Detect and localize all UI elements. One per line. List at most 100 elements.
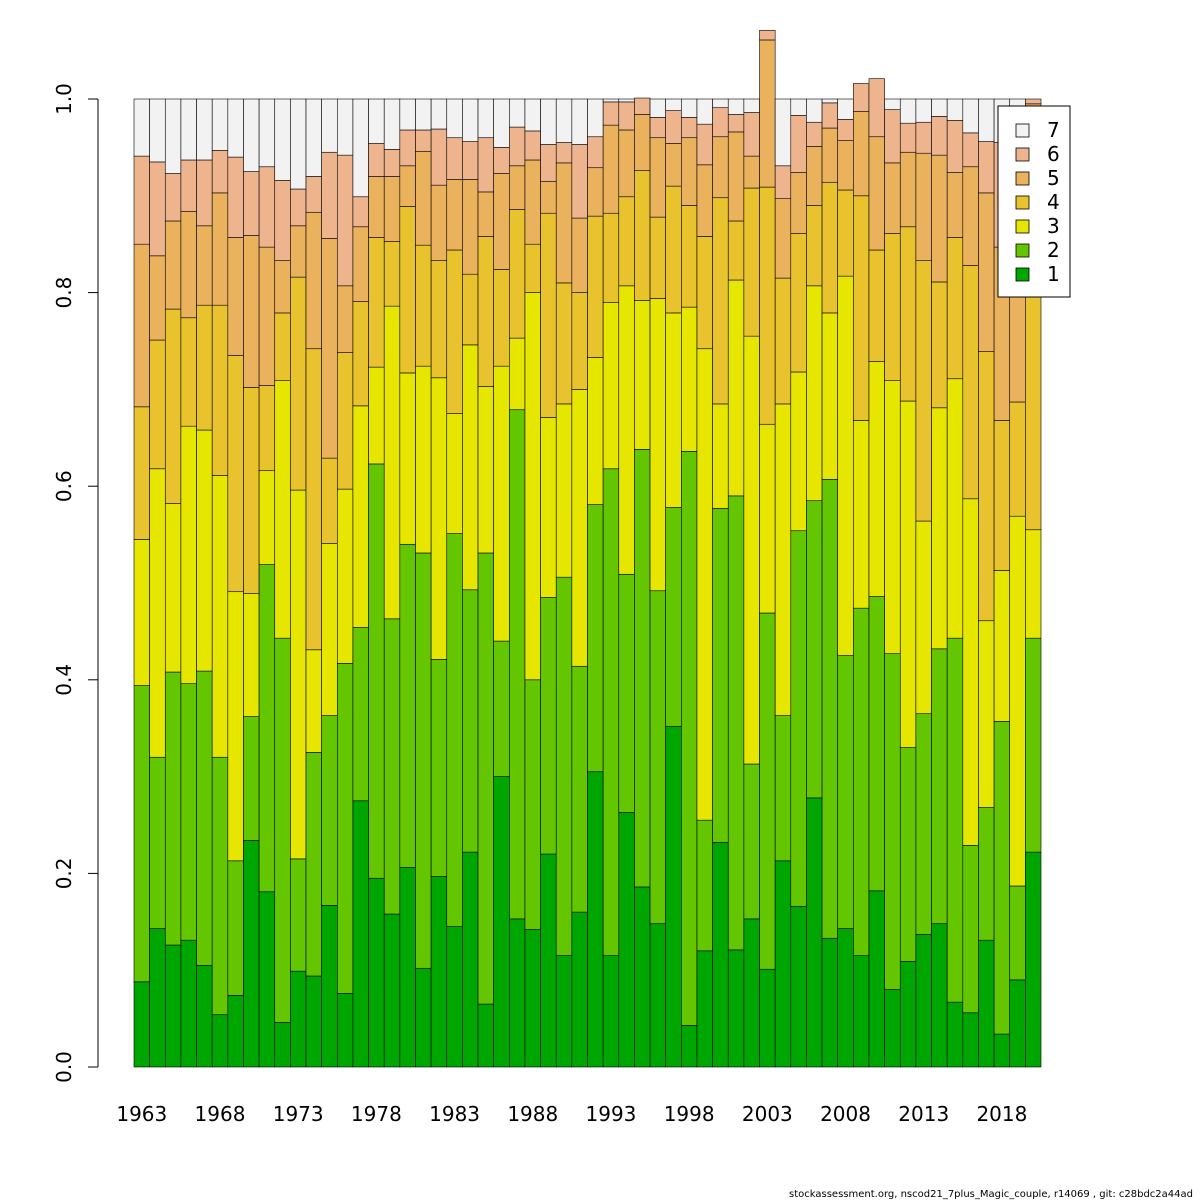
bar-segment-1993-age-4 <box>602 212 620 303</box>
bar-segment-1967-age-7 <box>196 98 213 161</box>
bar-segment-1974-age-6 <box>305 176 322 213</box>
bar-segment-1963-age-2 <box>133 685 150 983</box>
bar-segment-1966-age-2 <box>180 683 197 941</box>
bar-segment-1977-age-6 <box>352 196 369 228</box>
bar-segment-1976-age-7 <box>336 98 354 156</box>
bar-segment-1964-age-4 <box>149 339 166 470</box>
bar-segment-1972-age-5 <box>274 260 291 314</box>
bar-segment-1991-age-6 <box>571 144 588 219</box>
bar-segment-1979-age-4 <box>383 241 401 307</box>
bar-segment-2009-age-1 <box>853 955 870 1068</box>
bar-segment-2019-age-1 <box>1009 979 1026 1068</box>
legend-label-6: 6 <box>1047 142 1060 166</box>
bar-segment-1985-age-3 <box>477 386 494 554</box>
bar-segment-1992-age-5 <box>587 167 604 217</box>
bar-segment-1975-age-6 <box>321 151 338 239</box>
bar-segment-2005-age-2 <box>790 530 807 907</box>
bar-segment-1966-age-1 <box>180 939 197 1068</box>
bar-segment-1969-age-7 <box>227 98 244 158</box>
bar-segment-1970-age-2 <box>243 716 260 841</box>
bar-segment-2015-age-6 <box>946 120 964 173</box>
bar-segment-1999-age-3 <box>696 348 713 821</box>
bar-segment-2014-age-5 <box>931 154 948 283</box>
bar-segment-1971-age-1 <box>258 891 276 1068</box>
bar-segment-1966-age-6 <box>180 159 197 212</box>
x-tick-label: 2018 <box>976 1102 1027 1126</box>
bar-segment-1989-age-1 <box>540 853 557 1068</box>
bar-segment-1979-age-6 <box>383 149 401 177</box>
bar-segment-1973-age-3 <box>290 489 307 860</box>
bar-segment-1989-age-6 <box>540 144 557 182</box>
bar-segment-2014-age-6 <box>931 116 948 156</box>
bar-segment-2010-age-1 <box>868 890 885 1068</box>
bar-segment-1989-age-3 <box>540 417 557 598</box>
bar-segment-1973-age-6 <box>290 188 307 227</box>
bar-segment-1985-age-5 <box>477 191 494 237</box>
bar-segment-1997-age-4 <box>665 185 682 314</box>
bar-segment-1993-age-1 <box>602 955 620 1068</box>
bar-segment-1963-age-4 <box>133 406 150 540</box>
bar-segment-2004-age-1 <box>774 860 792 1068</box>
y-tick-label: 0.2 <box>52 857 76 889</box>
bar-segment-1991-age-1 <box>571 911 588 1068</box>
bar-segment-2019-age-3 <box>1009 515 1026 887</box>
bar-segment-1969-age-3 <box>227 591 244 862</box>
bar-segment-1980-age-1 <box>399 867 416 1068</box>
bar-segment-1975-age-4 <box>321 457 338 544</box>
bar-segment-2019-age-4 <box>1009 401 1026 517</box>
bar-segment-2008-age-3 <box>837 275 854 656</box>
bar-segment-2011-age-3 <box>884 380 901 654</box>
bar-segment-1996-age-3 <box>649 298 666 592</box>
bar-segment-1968-age-6 <box>211 150 229 194</box>
bar-segment-2008-age-2 <box>837 655 854 929</box>
bar-segment-1988-age-3 <box>524 292 541 681</box>
bar-segment-2013-age-1 <box>915 934 932 1068</box>
bar-segment-1995-age-6 <box>634 97 651 115</box>
bar-segment-1966-age-5 <box>180 210 197 319</box>
bar-segment-1970-age-4 <box>243 387 260 594</box>
bar-segment-1994-age-3 <box>618 285 635 575</box>
bar-segment-2008-age-1 <box>837 928 854 1068</box>
bar-segment-1977-age-3 <box>352 405 369 628</box>
bar-segment-1994-age-2 <box>618 573 635 813</box>
bar-segment-2012-age-7 <box>899 98 917 124</box>
bar-segment-1999-age-7 <box>696 98 713 125</box>
bar-segment-1974-age-1 <box>305 975 322 1068</box>
bar-segment-1993-age-3 <box>602 301 620 470</box>
bar-segment-1990-age-2 <box>555 576 573 956</box>
x-tick-label: 1998 <box>664 1102 715 1126</box>
bar-segment-1972-age-2 <box>274 637 291 1023</box>
bar-segment-1988-age-6 <box>524 130 541 161</box>
bar-segment-1992-age-6 <box>587 136 604 169</box>
bar-segment-2015-age-7 <box>946 98 964 121</box>
bar-segment-2001-age-2 <box>727 495 745 951</box>
bar-segment-2002-age-1 <box>743 918 760 1068</box>
bar-segment-2006-age-4 <box>806 205 823 287</box>
bar-segment-1977-age-5 <box>352 226 369 302</box>
bar-segment-2004-age-2 <box>774 715 792 862</box>
bar-segment-2009-age-5 <box>853 111 870 197</box>
legend-swatch-3 <box>1015 219 1030 234</box>
bar-segment-1971-age-3 <box>258 470 276 565</box>
bar-segment-1963-age-3 <box>133 539 150 686</box>
bar-segment-1997-age-3 <box>665 312 682 508</box>
bar-segment-1997-age-7 <box>665 98 682 111</box>
x-tick-label: 1973 <box>273 1102 324 1126</box>
bar-segment-2007-age-4 <box>821 181 839 314</box>
bar-segment-1978-age-1 <box>368 877 385 1068</box>
bar-segment-2020-age-3 <box>1025 529 1042 639</box>
bar-segment-2001-age-5 <box>727 131 745 222</box>
bar-segment-1981-age-2 <box>415 552 432 969</box>
bar-segment-2002-age-3 <box>743 335 760 765</box>
bar-segment-1965-age-2 <box>164 671 182 946</box>
x-tick-label: 1963 <box>116 1102 167 1126</box>
bar-segment-1977-age-1 <box>352 800 369 1068</box>
bar-segment-1969-age-6 <box>227 156 244 238</box>
bar-segment-2015-age-3 <box>946 378 964 639</box>
bar-segment-1969-age-4 <box>227 355 244 593</box>
legend-swatch-1 <box>1015 267 1030 282</box>
bar-segment-1980-age-4 <box>399 206 416 374</box>
bar-segment-1976-age-6 <box>336 154 354 287</box>
bar-segment-2014-age-1 <box>931 923 948 1068</box>
